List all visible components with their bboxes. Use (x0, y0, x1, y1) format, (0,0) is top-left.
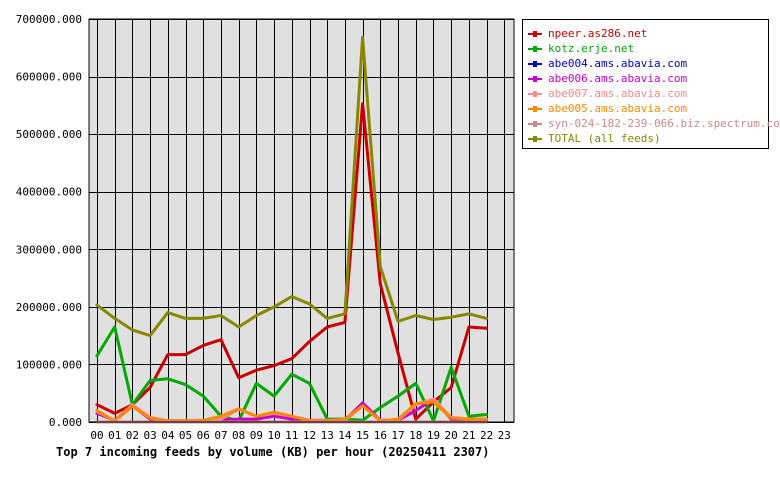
legend-swatch-icon (528, 75, 542, 83)
legend-item: abe007.ams.abavia.com (528, 86, 687, 101)
grid-lines (89, 19, 514, 423)
x-tick-label: 12 (303, 429, 316, 442)
legend-item: kotz.erje.net (528, 41, 634, 56)
x-tick-label: 02 (126, 429, 139, 442)
x-tick-label: 23 (498, 429, 511, 442)
series-line (95, 35, 489, 338)
x-tick-label: 09 (250, 429, 263, 442)
x-tick-label: 13 (321, 429, 334, 442)
x-tick-label: 05 (179, 429, 192, 442)
x-tick-label: 10 (267, 429, 280, 442)
x-tick-label: 19 (427, 429, 440, 442)
x-tick-label: 17 (391, 429, 404, 442)
legend-item: abe004.ams.abavia.com (528, 56, 687, 71)
legend-item: abe005.ams.abavia.com (528, 101, 687, 116)
y-tick-label: 400000.000 (16, 186, 82, 199)
y-tick-label: 300000.000 (16, 243, 82, 256)
series-line (95, 102, 489, 421)
legend-swatch-icon (528, 45, 542, 53)
y-tick-label: 200000.000 (16, 301, 82, 314)
x-tick-label: 00 (90, 429, 103, 442)
legend: npeer.as286.net kotz.erje.net abe004.ams.a… (522, 19, 780, 149)
legend-item: abe006.ams.abavia.com (528, 71, 687, 86)
plot-frame (88, 18, 515, 423)
legend-label: abe006.ams.abavia.com (548, 72, 688, 85)
plot-background (89, 19, 514, 422)
y-tick-label: 600000.000 (16, 71, 82, 84)
legend-label: kotz.erje.net (548, 42, 635, 55)
x-tick-label: 21 (462, 429, 475, 442)
y-tick-label: 100000.000 (16, 358, 82, 371)
legend-label: abe007.ams.abavia.com (548, 87, 688, 100)
x-tick-label: 04 (161, 429, 175, 442)
chart-title: Top 7 incoming feeds by volume (KB) per … (56, 445, 490, 459)
legend-swatch-icon (528, 105, 542, 113)
legend-label: abe004.ams.abavia.com (548, 57, 688, 70)
x-tick-label: 11 (285, 429, 298, 442)
y-tick-label: 700000.000 (16, 13, 82, 26)
x-tick-label: 20 (445, 429, 458, 442)
legend-label: syn-024-182-239-066.biz.spectrum.com (548, 117, 780, 130)
legend-swatch-icon (528, 120, 542, 128)
x-tick-label: 22 (480, 429, 493, 442)
x-axis-tick-labels: 00 01 02 03 04 05 06 07 08 09 10 11 12 13 14 15 16 17 18 19… (90, 429, 511, 442)
x-tick-label: 14 (338, 429, 352, 442)
x-tick-label: 01 (108, 429, 121, 442)
legend-label: TOTAL (all feeds) (548, 132, 661, 145)
legend-swatch-icon (528, 135, 542, 143)
legend-item: TOTAL (all feeds) (528, 131, 661, 146)
legend-swatch-icon (528, 90, 542, 98)
x-tick-label: 06 (197, 429, 210, 442)
series-line (95, 325, 489, 423)
legend-item: syn-024-182-239-066.biz.spectrum.com (528, 116, 780, 131)
series-line (95, 400, 489, 423)
x-tick-label: 08 (232, 429, 245, 442)
y-axis-tick-labels: 0.000 100000.000 200000.000 300000.000 40000… (16, 13, 82, 429)
x-tick-label: 03 (144, 429, 157, 442)
x-tick-label: 18 (409, 429, 422, 442)
x-tick-label: 15 (356, 429, 369, 442)
x-tick-label: 16 (374, 429, 387, 442)
legend-swatch-icon (528, 30, 542, 38)
y-tick-label: 500000.000 (16, 128, 82, 141)
x-tick-label: 07 (214, 429, 227, 442)
legend-label: npeer.as286.net (548, 27, 648, 40)
legend-swatch-icon (528, 60, 542, 68)
legend-item: npeer.as286.net (528, 26, 647, 41)
legend-label: abe005.ams.abavia.com (548, 102, 688, 115)
y-tick-label: 0.000 (49, 416, 82, 429)
